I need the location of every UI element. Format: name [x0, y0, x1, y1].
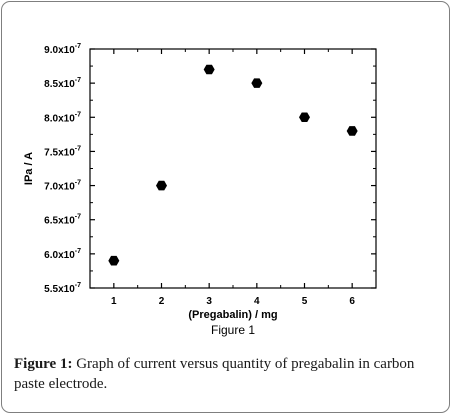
y-tick-label: 5.5x10-7 [44, 282, 81, 295]
data-point [346, 126, 358, 136]
data-point [156, 180, 167, 191]
plot-border [89, 48, 377, 289]
plot-area [89, 48, 377, 289]
y-tick-label: 8.0x10-7 [44, 111, 81, 124]
x-tick-label: 1 [111, 296, 117, 307]
x-tick-label: 2 [159, 296, 165, 307]
x-tick-label: 4 [254, 296, 260, 307]
x-tick-label: 5 [302, 296, 308, 307]
y-tick-label: 7.0x10-7 [44, 180, 81, 193]
x-tick-label: 3 [206, 296, 212, 307]
x-axis: 1 2 3 4 5 6 [111, 49, 355, 307]
x-tick-label: 6 [349, 296, 355, 307]
y-tick-label: 6.0x10-7 [44, 248, 81, 261]
figure-label: Figure 1 [211, 323, 255, 337]
data-point [299, 112, 310, 123]
x-axis-title: (Pregabalin) / mg [188, 309, 277, 321]
scatter-chart: 5.5x10-7 6.0x10-7 6.5x10-7 7.0x10-7 7.5x10-7… [23, 43, 377, 337]
y-tick-label: 9.0x10-7 [44, 43, 81, 56]
y-tick-label: 7.5x10-7 [44, 145, 81, 158]
data-point [203, 64, 215, 75]
y-tick-label: 8.5x10-7 [44, 77, 81, 90]
data-point [251, 78, 263, 88]
data-points [108, 64, 358, 266]
y-axis-title: IPa / A [23, 152, 35, 185]
figure-caption: Figure 1: Graph of current versus quanti… [14, 354, 440, 394]
caption-text: Graph of current versus quantity of preg… [14, 356, 415, 392]
y-axis: 5.5x10-7 6.0x10-7 6.5x10-7 7.0x10-7 7.5x10-7… [44, 43, 376, 295]
data-point [108, 255, 120, 266]
y-tick-label: 6.5x10-7 [44, 214, 81, 227]
caption-label: Figure 1: [14, 356, 73, 372]
